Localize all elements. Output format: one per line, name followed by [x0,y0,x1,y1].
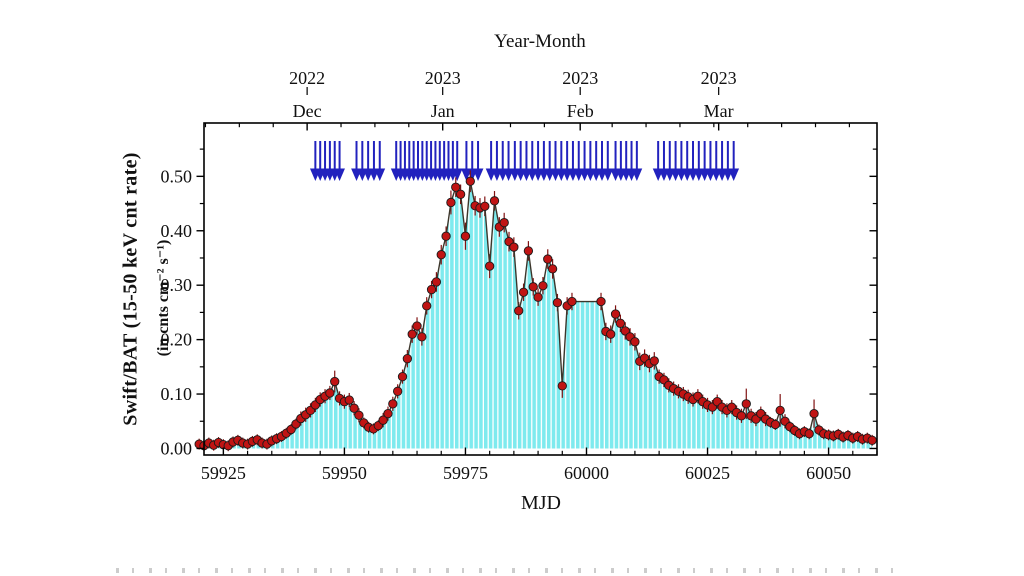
data-point [397,371,408,382]
data-point [509,242,519,252]
data-point [325,388,335,398]
flux-area [199,181,873,449]
data-point [393,386,403,396]
data-point [615,318,626,328]
data-point [804,429,814,439]
data-point [630,337,640,347]
data-point [557,381,567,391]
axis-ticks-and-labels: 59925 59950 59975 60000 60025 60050 0.00 0.10 0.… [161,68,878,483]
data-point [741,399,751,409]
data-point [499,217,509,228]
data-point [610,309,621,319]
top-axis-title: Year-Month [494,31,586,52]
down-arrow-icon [472,168,484,181]
data-point [455,189,466,199]
data-point [388,399,398,409]
data-point [552,297,563,308]
down-arrow-icon [374,168,386,181]
data-point [441,231,451,241]
data-point [407,329,417,339]
top-year-label: 2023 [425,68,461,88]
data-point [523,246,534,256]
y-tick-label: 0.20 [161,330,193,350]
data-point [606,329,616,339]
top-month-label: Dec [293,101,322,121]
data-point [460,231,471,241]
data-point [436,250,446,260]
data-point [770,419,780,430]
data-point [567,296,577,307]
x-tick-label: 60000 [564,463,609,483]
x-tick-label: 60050 [806,463,851,483]
data-point [417,332,427,342]
data-point [596,296,606,307]
top-year-label: 2023 [562,68,598,88]
data-points [194,176,877,451]
data-point [383,408,393,419]
data-point [349,403,359,413]
y-tick-label: 0.00 [161,438,193,458]
data-point [489,196,500,206]
data-point [528,282,538,292]
data-point [547,264,558,274]
data-point [426,284,437,295]
down-arrow-icon [728,168,740,181]
down-arrow-icon [334,168,345,181]
data-point [344,395,354,405]
top-year-label: 2022 [289,68,325,88]
down-arrow-icon [631,168,643,181]
data-point [649,356,659,366]
y-tick-label: 0.10 [161,384,193,404]
data-point [446,197,456,208]
top-month-label: Jan [431,101,455,121]
data-point [538,281,548,291]
data-point [431,277,442,287]
data-point [378,415,388,425]
down-arrow-icon [451,168,463,181]
data-point [514,306,524,316]
data-point [867,435,877,445]
data-point [543,254,553,264]
x-axis-label: MJD [520,492,562,514]
data-point [809,408,819,419]
y-tick-label: 0.40 [161,221,193,241]
data-point [330,376,340,387]
cropped-caption-artifact [116,568,904,573]
data-point [402,354,413,364]
x-tick-label: 59975 [443,463,488,483]
y-tick-label: 0.30 [161,275,193,295]
top-month-label: Feb [567,101,594,121]
data-point [451,182,461,192]
top-year-label: 2023 [701,68,737,88]
down-arrow-icon [602,168,614,181]
data-point [533,292,543,302]
data-point [485,261,495,271]
data-point [775,405,785,416]
data-point [620,326,630,336]
x-tick-label: 60025 [685,463,730,483]
y-tick-label: 0.50 [161,166,193,186]
data-point [465,176,475,186]
data-point [412,321,422,331]
flux-area-group [199,181,873,449]
observation-arrows [309,141,740,181]
plot-frame [203,122,878,456]
data-point [354,410,364,420]
data-point [518,287,529,297]
data-point [480,201,490,211]
top-month-label: Mar [704,101,734,121]
x-tick-label: 59950 [322,463,367,483]
x-tick-label: 59925 [201,463,246,483]
data-point [736,411,747,421]
data-point [422,301,432,311]
